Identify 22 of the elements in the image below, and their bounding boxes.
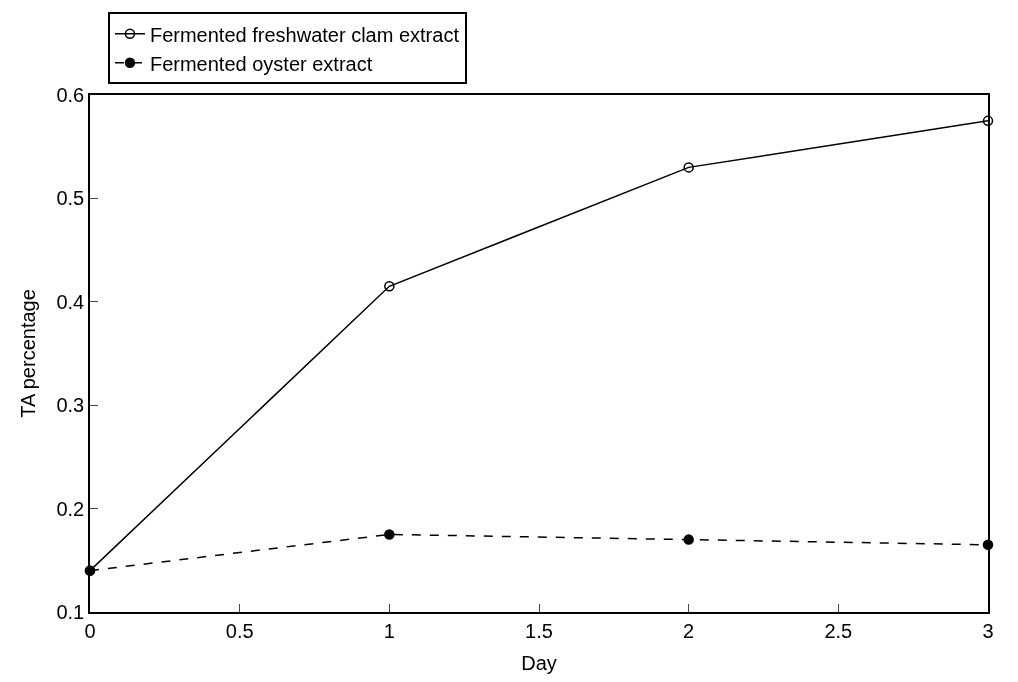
y-tick-label: 0.4	[56, 290, 85, 313]
x-tick-label: 2	[683, 619, 695, 642]
y-tick-label: 0.3	[56, 394, 85, 417]
y-tick-label: 0.5	[56, 187, 85, 210]
x-tick-label: 1	[383, 619, 395, 642]
y-axis-title: TA percentage	[17, 289, 40, 418]
x-tick-label: 1.5	[525, 619, 553, 642]
legend-label: Fermented oyster extract	[149, 52, 373, 75]
point	[384, 529, 395, 540]
y-tick-label: 0.6	[56, 84, 85, 106]
x-tick-label: 0.5	[225, 619, 254, 642]
x-axis-title: Day	[521, 651, 557, 674]
y-tick-label: 0.1	[56, 601, 85, 623]
x-tick-label: 2.5	[824, 619, 853, 642]
point	[683, 534, 694, 545]
legend-label: Fermented freshwater clam extract	[149, 23, 460, 46]
x-tick-label: 0	[84, 619, 96, 642]
point	[982, 115, 994, 127]
point	[683, 162, 694, 173]
point	[384, 281, 395, 292]
x-tick-label: 3	[982, 619, 994, 642]
y-tick-label: 0.2	[56, 497, 85, 520]
